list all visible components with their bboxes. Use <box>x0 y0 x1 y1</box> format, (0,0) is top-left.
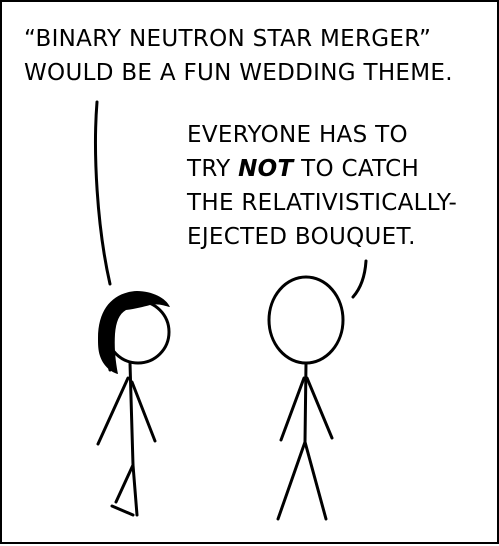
left-character-speech: “BINARY NEUTRON STAR MERGER” WOULD BE A … <box>24 22 453 90</box>
left-character <box>96 291 171 517</box>
right-speech-line-2: TRY NOT TO CATCH <box>187 152 457 186</box>
right-speech-line-4: EJECTED BOUQUET. <box>187 224 416 250</box>
left-hair-strand <box>106 315 117 372</box>
left-speech-line-2: WOULD BE A FUN WEDDING THEME. <box>24 60 453 86</box>
right-character-left-arm <box>279 376 306 442</box>
right-character-torso <box>303 361 308 444</box>
left-character-foot <box>110 504 135 517</box>
right-speech-tail <box>351 259 368 299</box>
right-character-head <box>267 275 345 365</box>
right-character <box>267 275 345 521</box>
left-speech-line-1: “BINARY NEUTRON STAR MERGER” <box>24 26 432 52</box>
right-character-right-leg <box>303 440 328 521</box>
right-character-speech: EVERYONE HAS TO TRY NOT TO CATCH THE REL… <box>187 118 457 254</box>
right-speech-emphasis: NOT <box>238 156 294 182</box>
right-character-left-leg <box>276 440 307 521</box>
right-speech-line-2-prefix: TRY <box>187 156 239 182</box>
right-speech-line-3: THE RELATIVISTICALLY- <box>187 190 458 216</box>
right-character-right-arm <box>305 376 334 440</box>
left-character-torso <box>128 361 135 467</box>
left-character-left-leg <box>114 463 135 504</box>
right-speech-line-1: EVERYONE HAS TO <box>187 122 408 148</box>
left-character-hair <box>98 291 170 374</box>
left-character-right-leg <box>131 463 139 517</box>
right-speech-line-2-suffix: TO CATCH <box>293 156 420 182</box>
left-character-left-arm <box>96 376 130 446</box>
left-speech-tail <box>94 100 112 286</box>
left-character-right-arm <box>130 380 157 443</box>
